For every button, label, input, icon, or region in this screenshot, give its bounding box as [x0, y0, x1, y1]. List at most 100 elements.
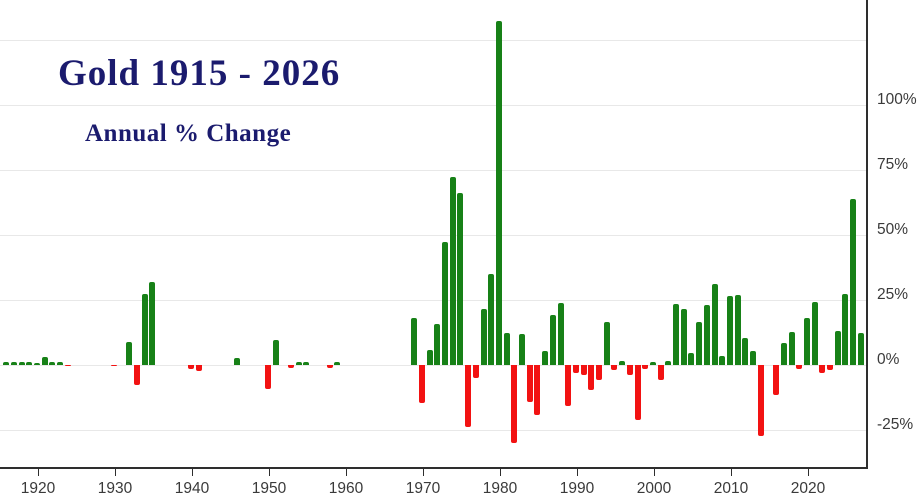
bar-1991[interactable]	[588, 365, 595, 390]
gridline-50	[0, 234, 866, 236]
bar-2004[interactable]	[688, 352, 695, 365]
bar-1916[interactable]	[10, 362, 17, 365]
bar-1923[interactable]	[64, 365, 71, 367]
bar-1929[interactable]	[110, 365, 117, 367]
bar-1989[interactable]	[572, 365, 579, 373]
bar-1979[interactable]	[495, 20, 502, 365]
bar-1953[interactable]	[295, 362, 302, 365]
bar-1932[interactable]	[134, 365, 140, 386]
bar-1969[interactable]	[418, 365, 425, 404]
bar-1918[interactable]	[26, 362, 33, 365]
bar-2000[interactable]	[657, 365, 664, 381]
bar-1934[interactable]	[149, 282, 156, 365]
bar-1975[interactable]	[465, 365, 472, 428]
bar-2024[interactable]	[842, 294, 849, 365]
bar-2012[interactable]	[750, 350, 756, 365]
bar-1980[interactable]	[503, 333, 510, 365]
x-tick-1960	[346, 468, 347, 476]
bar-1998[interactable]	[642, 365, 649, 370]
bar-1982[interactable]	[519, 334, 525, 365]
y-axis-label-100: 100%	[877, 91, 917, 108]
x-tick-1930	[115, 468, 116, 476]
bar-2002[interactable]	[673, 304, 679, 365]
bar-2020[interactable]	[811, 302, 818, 365]
bar-1997[interactable]	[634, 365, 641, 421]
bar-2016[interactable]	[780, 343, 787, 365]
bar-1974[interactable]	[457, 192, 464, 365]
bar-2019[interactable]	[803, 317, 810, 365]
bar-1985[interactable]	[542, 350, 549, 365]
bar-1931[interactable]	[126, 342, 133, 365]
x-axis-label-1950: 1950	[251, 480, 287, 497]
bar-2013[interactable]	[757, 365, 764, 436]
bar-1920[interactable]	[41, 357, 48, 365]
bar-2017[interactable]	[788, 332, 795, 365]
bar-1917[interactable]	[18, 361, 25, 365]
bar-2010[interactable]	[734, 294, 741, 365]
bar-1950[interactable]	[272, 340, 279, 365]
bar-2009[interactable]	[726, 296, 733, 365]
bar-1940[interactable]	[195, 365, 202, 372]
x-axis-label-1990: 1990	[559, 480, 595, 497]
bar-1958[interactable]	[334, 361, 341, 365]
bar-1996[interactable]	[626, 365, 633, 376]
bar-2007[interactable]	[711, 283, 718, 365]
bar-2023[interactable]	[834, 330, 841, 365]
bar-2022[interactable]	[827, 365, 833, 370]
bar-1983[interactable]	[526, 365, 533, 402]
bar-1977[interactable]	[480, 308, 487, 365]
bar-1988[interactable]	[565, 365, 572, 407]
bar-1981[interactable]	[511, 365, 518, 444]
bar-1970[interactable]	[426, 349, 433, 365]
bar-1922[interactable]	[57, 361, 63, 365]
bar-1973[interactable]	[449, 177, 456, 365]
bar-1933[interactable]	[141, 294, 148, 365]
bar-1995[interactable]	[619, 361, 626, 365]
bar-2018[interactable]	[796, 365, 803, 369]
bar-1978[interactable]	[488, 274, 495, 365]
bar-1992[interactable]	[596, 365, 602, 381]
bar-1968[interactable]	[411, 318, 418, 365]
bar-2006[interactable]	[703, 304, 710, 365]
bar-1954[interactable]	[303, 362, 310, 365]
x-axis-label-2010: 2010	[713, 480, 749, 497]
bar-1990[interactable]	[580, 365, 587, 376]
x-axis-label-1980: 1980	[482, 480, 518, 497]
gridline-0	[0, 364, 866, 366]
x-tick-1990	[577, 468, 578, 476]
bar-2025[interactable]	[850, 199, 857, 365]
y-axis-label-50: 50%	[877, 221, 909, 238]
bar-1972[interactable]	[442, 242, 448, 365]
x-axis-label-1930: 1930	[97, 480, 133, 497]
bar-2021[interactable]	[819, 365, 826, 374]
bar-2003[interactable]	[680, 309, 687, 365]
bar-1986[interactable]	[549, 315, 556, 365]
bar-2005[interactable]	[696, 321, 703, 365]
bar-2015[interactable]	[773, 365, 780, 395]
bar-1915[interactable]	[3, 361, 10, 365]
y-axis-label--25: -25%	[877, 416, 914, 433]
bar-1952[interactable]	[288, 365, 294, 368]
bar-1993[interactable]	[603, 321, 610, 365]
gridline--25	[0, 429, 866, 431]
bar-1994[interactable]	[611, 365, 618, 370]
bar-1971[interactable]	[434, 324, 441, 365]
bar-1949[interactable]	[264, 365, 271, 389]
bar-2008[interactable]	[719, 355, 726, 365]
x-tick-2000	[654, 468, 655, 476]
bar-1939[interactable]	[187, 365, 194, 370]
bar-1945[interactable]	[234, 357, 241, 365]
bar-2011[interactable]	[742, 337, 749, 365]
x-tick-2020	[808, 468, 809, 476]
bar-2001[interactable]	[665, 361, 672, 365]
bar-1919[interactable]	[33, 362, 40, 365]
bar-1957[interactable]	[326, 365, 333, 369]
bar-2026[interactable]	[857, 332, 864, 365]
bar-1984[interactable]	[534, 365, 541, 415]
chart-title: Gold 1915 - 2026	[58, 53, 341, 94]
bar-1921[interactable]	[49, 361, 56, 365]
bar-1987[interactable]	[557, 302, 564, 365]
bar-1976[interactable]	[472, 365, 479, 378]
bar-1999[interactable]	[649, 362, 656, 365]
